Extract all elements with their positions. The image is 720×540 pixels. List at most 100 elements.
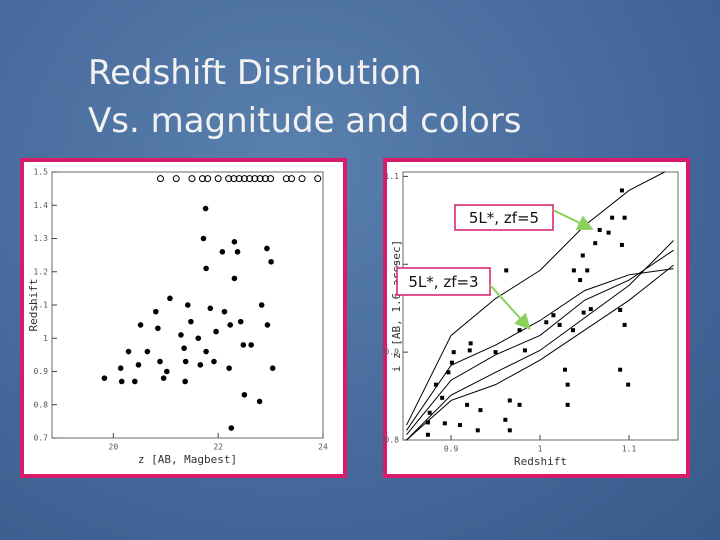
point bbox=[544, 320, 549, 325]
y-tick-label: 1.2 bbox=[34, 267, 49, 276]
point bbox=[101, 375, 108, 381]
y-tick-label: 1.1 bbox=[34, 301, 49, 310]
point bbox=[504, 268, 509, 273]
point bbox=[157, 358, 163, 365]
point bbox=[155, 325, 161, 332]
point bbox=[427, 410, 432, 415]
point bbox=[256, 398, 263, 405]
point bbox=[268, 258, 274, 265]
annotation-box bbox=[396, 267, 491, 296]
point bbox=[200, 235, 207, 242]
point bbox=[231, 239, 238, 245]
point bbox=[246, 175, 254, 183]
annotation-arrow bbox=[489, 284, 531, 330]
y-tick-label: 0.7 bbox=[34, 434, 49, 443]
point bbox=[221, 308, 228, 315]
annotation: 5L*, zf=3 bbox=[408, 273, 478, 291]
y-tick-label: 1.5 bbox=[34, 168, 49, 177]
point bbox=[178, 332, 184, 338]
x-axis-label: z [AB, Magbest] bbox=[138, 453, 237, 466]
point bbox=[619, 188, 624, 193]
point bbox=[597, 227, 602, 232]
point bbox=[468, 341, 473, 346]
point bbox=[622, 322, 627, 327]
x-tick-label: 24 bbox=[318, 443, 328, 452]
point bbox=[451, 350, 456, 355]
point bbox=[181, 345, 187, 352]
point bbox=[202, 205, 209, 212]
point bbox=[507, 428, 512, 433]
point bbox=[282, 175, 290, 183]
point bbox=[551, 313, 556, 318]
point bbox=[440, 395, 445, 400]
point bbox=[578, 278, 583, 283]
point bbox=[571, 268, 576, 273]
point bbox=[258, 302, 265, 308]
point bbox=[135, 362, 142, 368]
point bbox=[478, 408, 483, 413]
point bbox=[184, 302, 191, 308]
point bbox=[241, 391, 248, 398]
point bbox=[234, 249, 241, 255]
model-line bbox=[406, 264, 674, 441]
slide-title: Redshift Disribution bbox=[88, 53, 422, 93]
point bbox=[467, 348, 472, 353]
point bbox=[503, 417, 508, 422]
point bbox=[507, 398, 512, 403]
x-tick-label: 1.1 bbox=[622, 445, 637, 454]
point bbox=[585, 268, 590, 273]
x-tick-label: 20 bbox=[109, 443, 119, 452]
point bbox=[261, 175, 269, 183]
chart-frame bbox=[20, 158, 347, 478]
model-line bbox=[406, 268, 674, 431]
point bbox=[425, 420, 430, 425]
point bbox=[152, 308, 159, 315]
model-line bbox=[406, 171, 665, 426]
slide-title: Vs. magnitude and colors bbox=[88, 101, 522, 141]
point bbox=[264, 245, 270, 252]
point bbox=[465, 402, 470, 407]
point bbox=[269, 365, 276, 371]
point bbox=[211, 358, 217, 365]
point bbox=[214, 175, 222, 183]
point bbox=[433, 382, 438, 387]
point bbox=[118, 378, 125, 385]
point bbox=[588, 307, 593, 312]
y-axis-label: Redshift bbox=[27, 279, 40, 332]
point bbox=[449, 360, 454, 365]
point bbox=[197, 362, 204, 368]
point bbox=[314, 175, 322, 183]
point bbox=[167, 295, 173, 302]
point bbox=[457, 423, 462, 428]
point bbox=[182, 358, 189, 365]
point bbox=[125, 348, 132, 355]
point bbox=[622, 215, 627, 220]
point bbox=[298, 175, 306, 183]
point bbox=[228, 425, 235, 431]
y-tick-label: 0.9 bbox=[385, 348, 400, 357]
point bbox=[618, 307, 623, 312]
y-tick-label: 1 bbox=[394, 260, 399, 269]
point bbox=[248, 342, 254, 348]
point bbox=[240, 342, 247, 348]
y-tick-label: 1.1 bbox=[385, 172, 400, 181]
point bbox=[240, 175, 248, 183]
point bbox=[606, 230, 611, 235]
point bbox=[207, 305, 214, 312]
model-line bbox=[406, 249, 674, 436]
point bbox=[557, 322, 562, 327]
point bbox=[231, 275, 238, 282]
point bbox=[188, 175, 196, 183]
point bbox=[565, 402, 570, 407]
point bbox=[580, 253, 585, 258]
annotation-box bbox=[454, 204, 554, 231]
y-tick-label: 0.8 bbox=[34, 400, 49, 409]
point bbox=[163, 368, 170, 375]
point bbox=[219, 249, 226, 255]
point bbox=[225, 175, 233, 183]
point bbox=[264, 322, 271, 328]
point bbox=[172, 175, 180, 183]
y-tick-label: 1.3 bbox=[34, 234, 49, 243]
